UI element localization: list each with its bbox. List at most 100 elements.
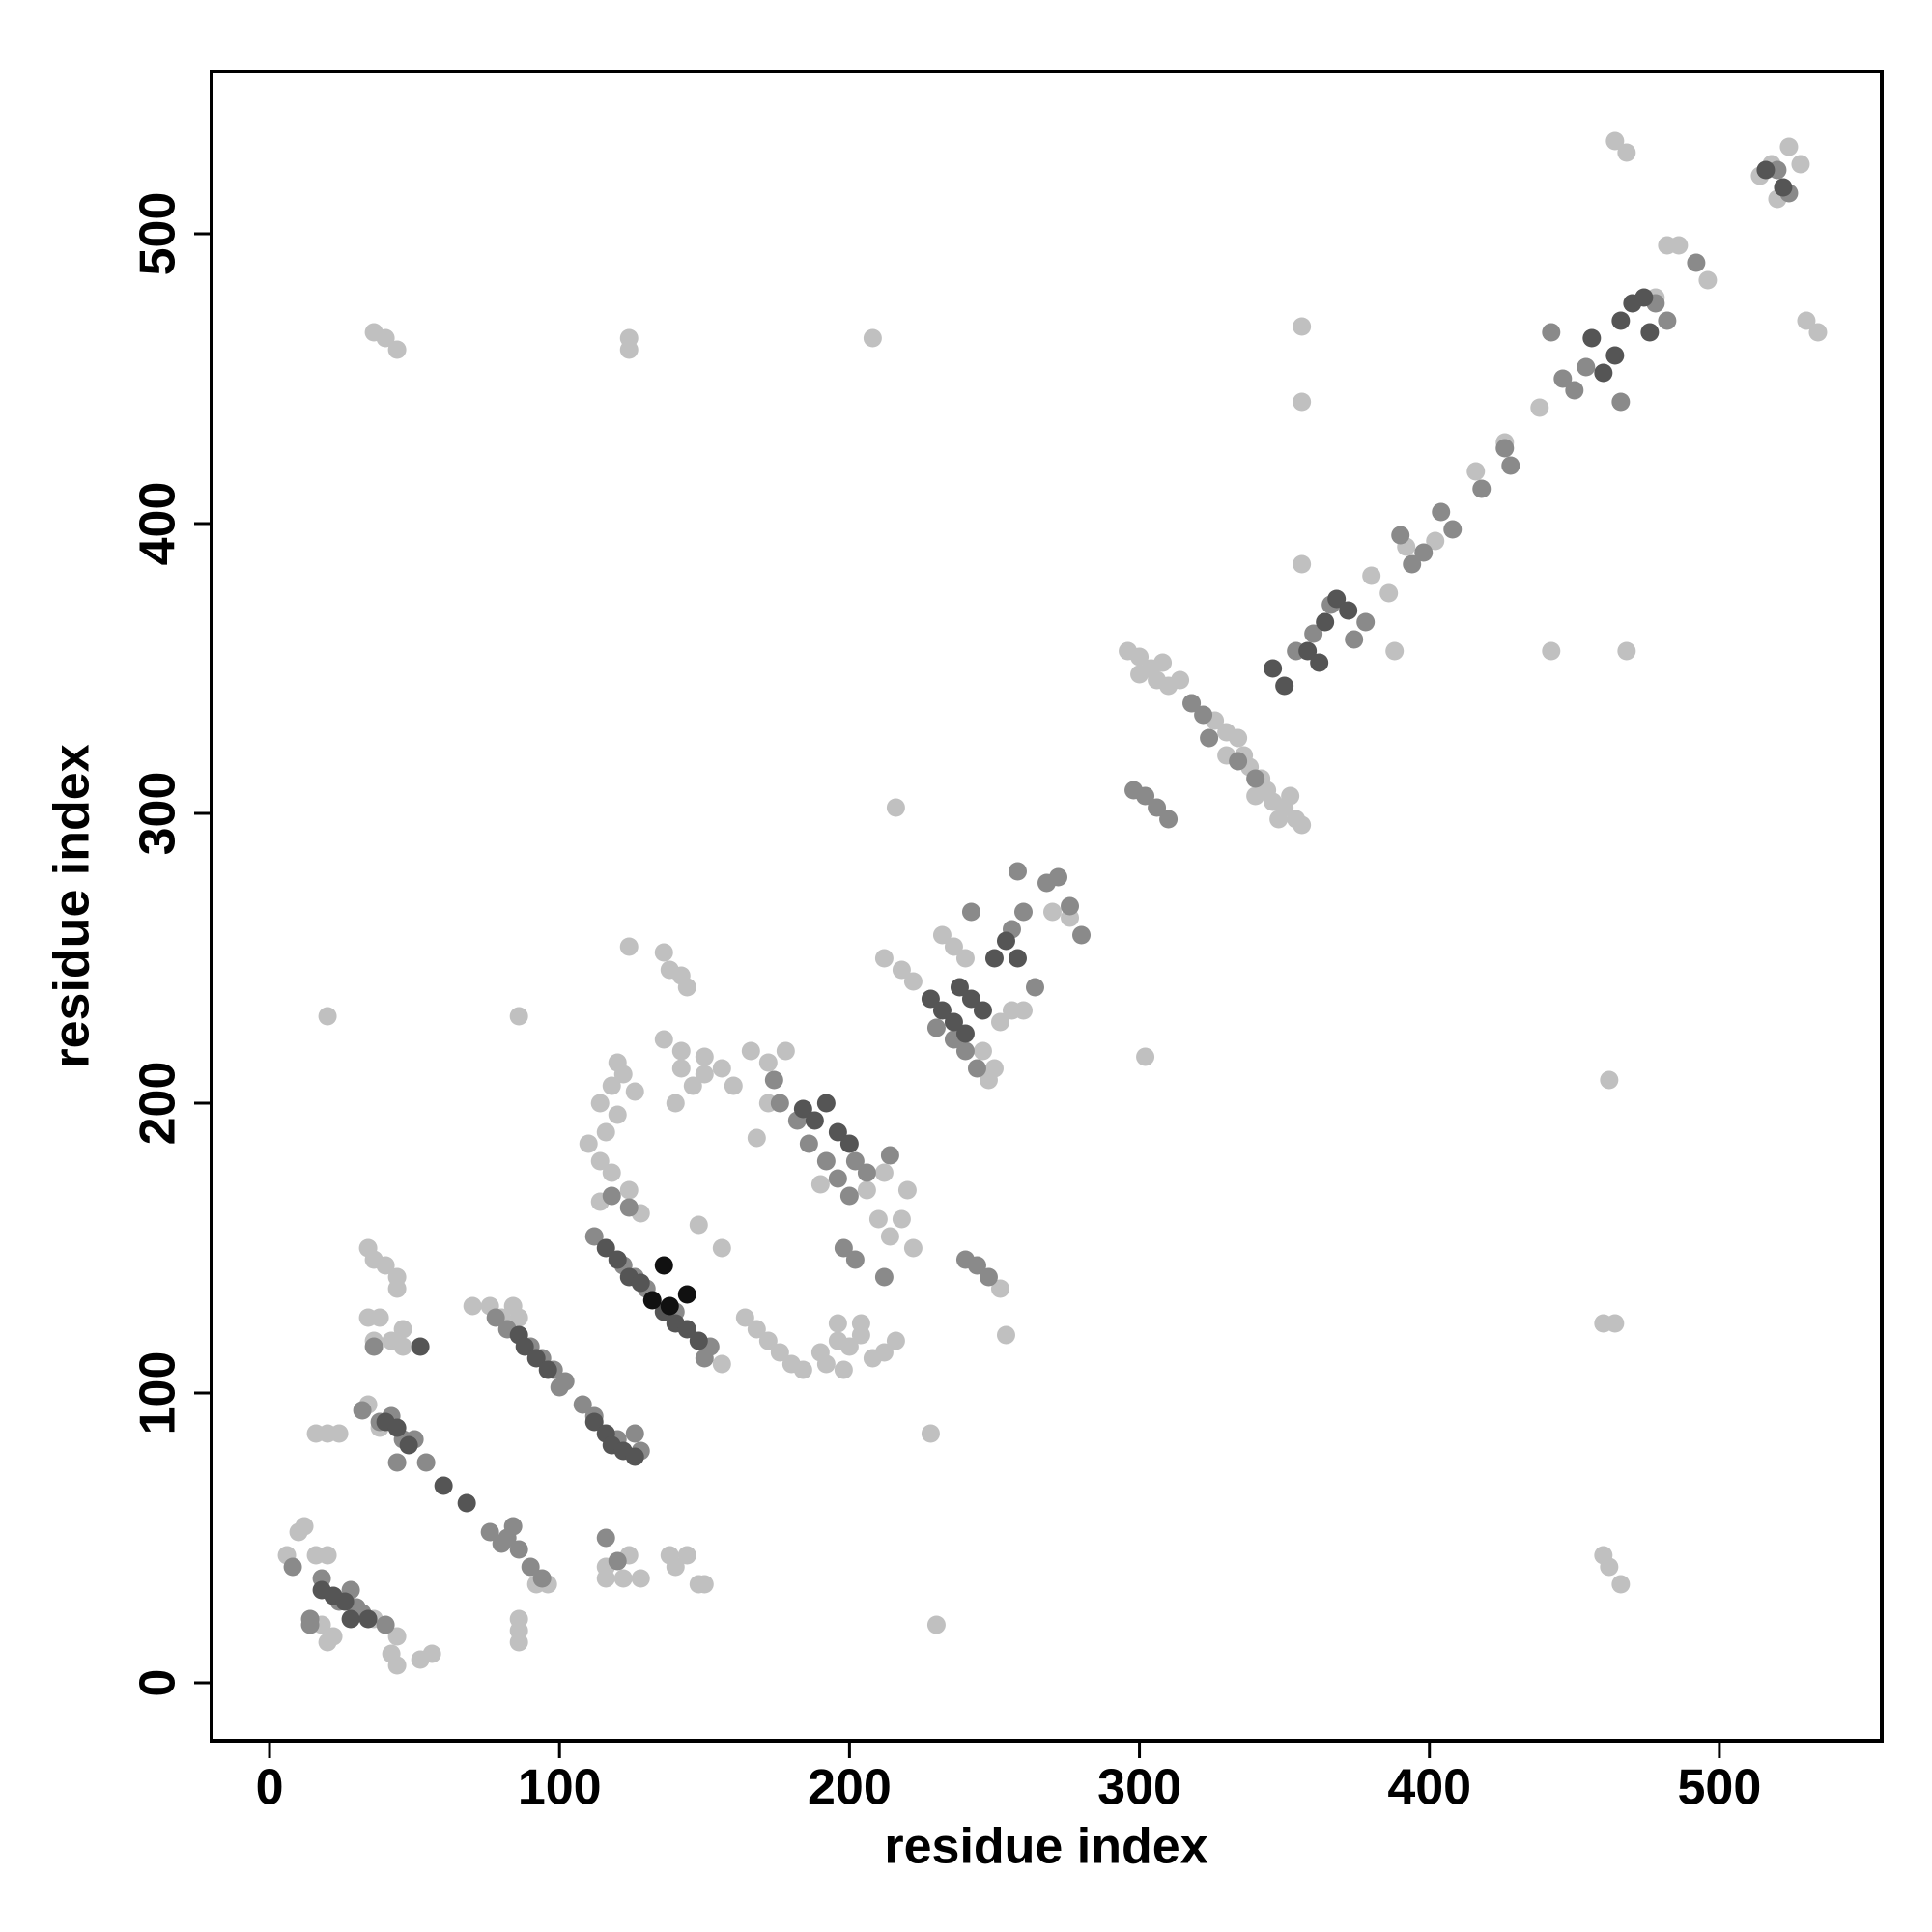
contact-point <box>1403 554 1422 574</box>
contact-point <box>967 1256 986 1275</box>
contact-point <box>1808 323 1828 342</box>
contact-point <box>973 1041 992 1061</box>
contact-point <box>550 1378 569 1397</box>
contact-point <box>1669 236 1689 255</box>
contact-point <box>990 1279 1009 1298</box>
contact-point <box>735 1308 754 1327</box>
contact-point <box>828 1122 847 1142</box>
contact-point <box>1542 641 1561 661</box>
contact-point <box>532 1569 552 1588</box>
contact-point <box>619 937 639 956</box>
contact-point <box>677 1285 696 1304</box>
contact-point <box>1229 752 1248 771</box>
contact-point <box>1530 398 1549 417</box>
contact-point <box>979 1267 998 1287</box>
contact-point <box>973 1001 992 1020</box>
contact-point <box>509 1540 528 1559</box>
contact-point <box>1565 381 1584 400</box>
contact-point <box>1229 728 1248 748</box>
contact-point <box>631 1273 650 1293</box>
contact-point <box>695 1065 714 1084</box>
contact-point <box>1391 526 1410 545</box>
contact-point <box>984 949 1004 968</box>
contact-point <box>625 1082 644 1101</box>
contact-point <box>387 1453 407 1472</box>
contact-point <box>387 340 407 359</box>
contact-point <box>515 1337 534 1356</box>
x-tick-label: 500 <box>1678 1760 1762 1816</box>
contact-point <box>1756 160 1776 180</box>
contact-point <box>868 1209 888 1229</box>
contact-point <box>526 1349 546 1368</box>
x-tick-label: 200 <box>808 1760 892 1816</box>
contact-point <box>590 1094 610 1113</box>
contact-point <box>318 1546 337 1565</box>
contact-point <box>1379 583 1399 603</box>
contact-point <box>880 1227 899 1246</box>
contact-point <box>1611 1575 1631 1594</box>
contact-point <box>932 1001 952 1020</box>
contact-point <box>608 1250 627 1269</box>
contact-point <box>619 1198 639 1217</box>
contact-point <box>509 1308 528 1327</box>
contact-point <box>776 1041 795 1061</box>
contact-point <box>839 1134 859 1153</box>
contact-point <box>747 1128 766 1148</box>
contact-point <box>602 1186 621 1206</box>
contact-point <box>816 1151 836 1171</box>
contact-point <box>619 340 639 359</box>
contact-point <box>1025 978 1044 997</box>
contact-point <box>886 1331 905 1350</box>
contact-point <box>1582 328 1602 348</box>
contact-point <box>1049 867 1068 887</box>
contact-point <box>671 1059 691 1078</box>
contact-point <box>770 1343 789 1362</box>
contact-point <box>300 1615 320 1634</box>
contact-point <box>457 1493 476 1513</box>
contact-point <box>1246 769 1265 788</box>
contact-point <box>764 1070 783 1090</box>
contact-point <box>602 1163 621 1182</box>
contact-point <box>358 1609 378 1629</box>
contact-point <box>1008 949 1027 968</box>
contact-point <box>1148 798 1167 817</box>
contact-point <box>1634 288 1654 307</box>
contact-point <box>1605 1314 1625 1333</box>
contact-point <box>538 1360 557 1379</box>
contact-point <box>810 1175 830 1194</box>
contact-point <box>1281 786 1300 806</box>
contact-point <box>613 1569 633 1588</box>
contact-point <box>1501 456 1520 475</box>
contact-point <box>1008 862 1027 881</box>
contact-point <box>463 1296 482 1316</box>
contact-point <box>996 1325 1015 1345</box>
contact-point <box>509 1633 528 1652</box>
contact-point <box>631 1569 650 1588</box>
contact-point <box>845 1250 865 1269</box>
contact-point <box>880 1146 899 1165</box>
contact-point <box>521 1557 540 1577</box>
contact-point <box>1617 143 1636 162</box>
contact-point <box>741 1041 760 1061</box>
contact-point <box>990 1012 1009 1032</box>
contact-point <box>596 1122 615 1142</box>
y-tick-label: 500 <box>130 192 186 276</box>
contact-point <box>1385 641 1405 661</box>
contact-point <box>497 1528 517 1548</box>
contact-point <box>1426 531 1445 551</box>
contact-point <box>1640 323 1660 342</box>
contact-point <box>1362 566 1381 585</box>
contact-point <box>799 1134 818 1153</box>
contact-point <box>677 1320 696 1339</box>
contact-point <box>1153 653 1173 672</box>
contact-point <box>921 989 940 1009</box>
contact-point <box>828 1314 847 1333</box>
y-tick-label: 100 <box>130 1351 186 1435</box>
contact-point <box>1182 694 1202 713</box>
plot-frame <box>210 70 1884 1743</box>
contact-point <box>1658 311 1677 330</box>
x-tick-label: 0 <box>256 1760 284 1816</box>
contact-point <box>834 1238 853 1258</box>
contact-point <box>712 1354 731 1374</box>
contact-point <box>886 798 905 817</box>
